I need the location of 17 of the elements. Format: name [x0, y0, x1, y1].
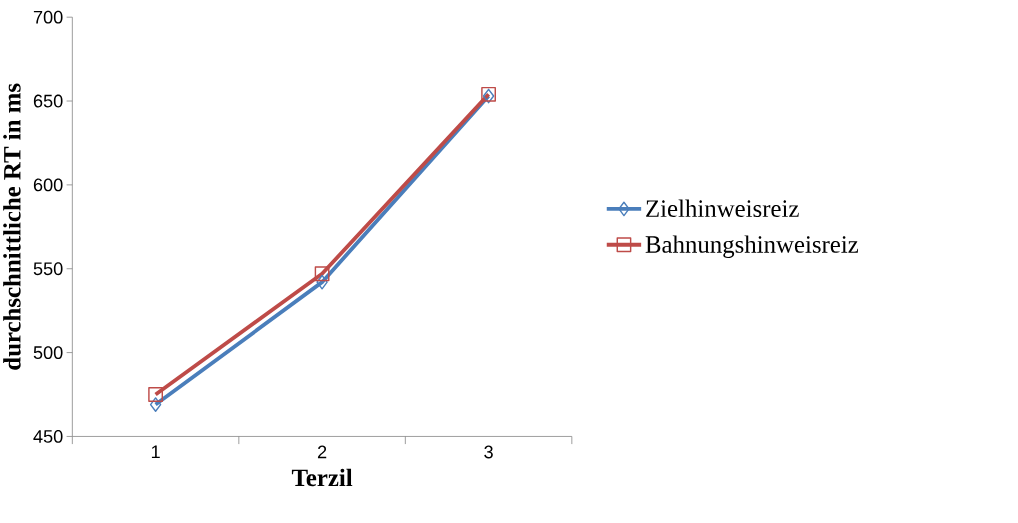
point — [148, 386, 163, 402]
x-tick-label: 1 — [151, 445, 160, 458]
x-tick-label: 2 — [317, 445, 327, 459]
legend-label: Bahnungshinweisreiz — [645, 235, 859, 258]
x-tick-label: 3 — [484, 445, 493, 459]
point — [149, 397, 162, 412]
x-axis-title: Terzil — [291, 468, 353, 487]
legend-label: Zielhinweisreiz — [646, 199, 799, 217]
y-tick-label: 450 — [33, 429, 63, 443]
point — [316, 274, 328, 290]
point — [314, 266, 330, 282]
y-tick-label: 550 — [33, 262, 63, 275]
y-tick-label: 500 — [33, 346, 63, 359]
y-tick-label: 600 — [33, 178, 63, 192]
y-tick-label: 650 — [33, 94, 63, 108]
y-axis-title: durchschnittliche RT in ms — [3, 83, 21, 370]
y-tick-label: 700 — [33, 10, 63, 24]
